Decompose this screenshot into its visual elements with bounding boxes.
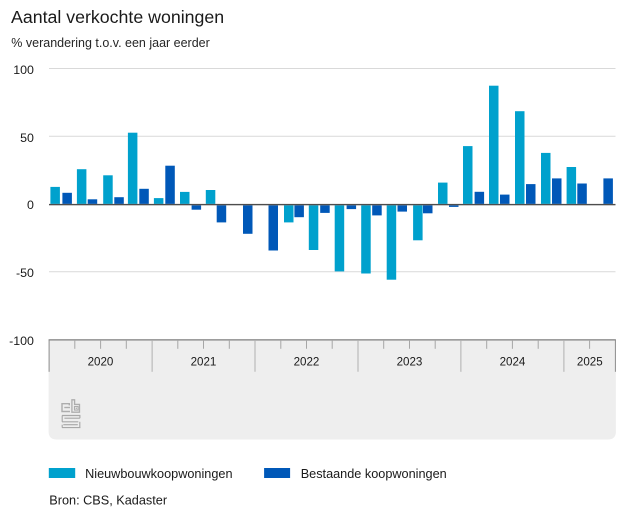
svg-text:Bestaande koopwoningen: Bestaande koopwoningen [301,467,447,481]
svg-text:-100: -100 [9,334,34,348]
svg-text:100: 100 [13,63,34,77]
svg-text:2023: 2023 [397,356,423,369]
svg-text:Bron: CBS, Kadaster: Bron: CBS, Kadaster [49,494,168,508]
svg-text:-50: -50 [16,266,34,280]
svg-text:2022: 2022 [294,356,320,369]
svg-text:2025: 2025 [577,356,603,369]
svg-text:% verandering t.o.v. een jaar: % verandering t.o.v. een jaar eerder [11,36,210,50]
svg-text:Aantal verkochte woningen: Aantal verkochte woningen [11,7,224,27]
svg-text:Nieuwbouwkoopwoningen: Nieuwbouwkoopwoningen [85,467,232,481]
svg-text:2021: 2021 [191,356,217,369]
svg-text:2024: 2024 [500,356,526,369]
svg-text:50: 50 [20,131,34,145]
svg-text:0: 0 [27,198,34,212]
svg-text:2020: 2020 [88,356,114,369]
